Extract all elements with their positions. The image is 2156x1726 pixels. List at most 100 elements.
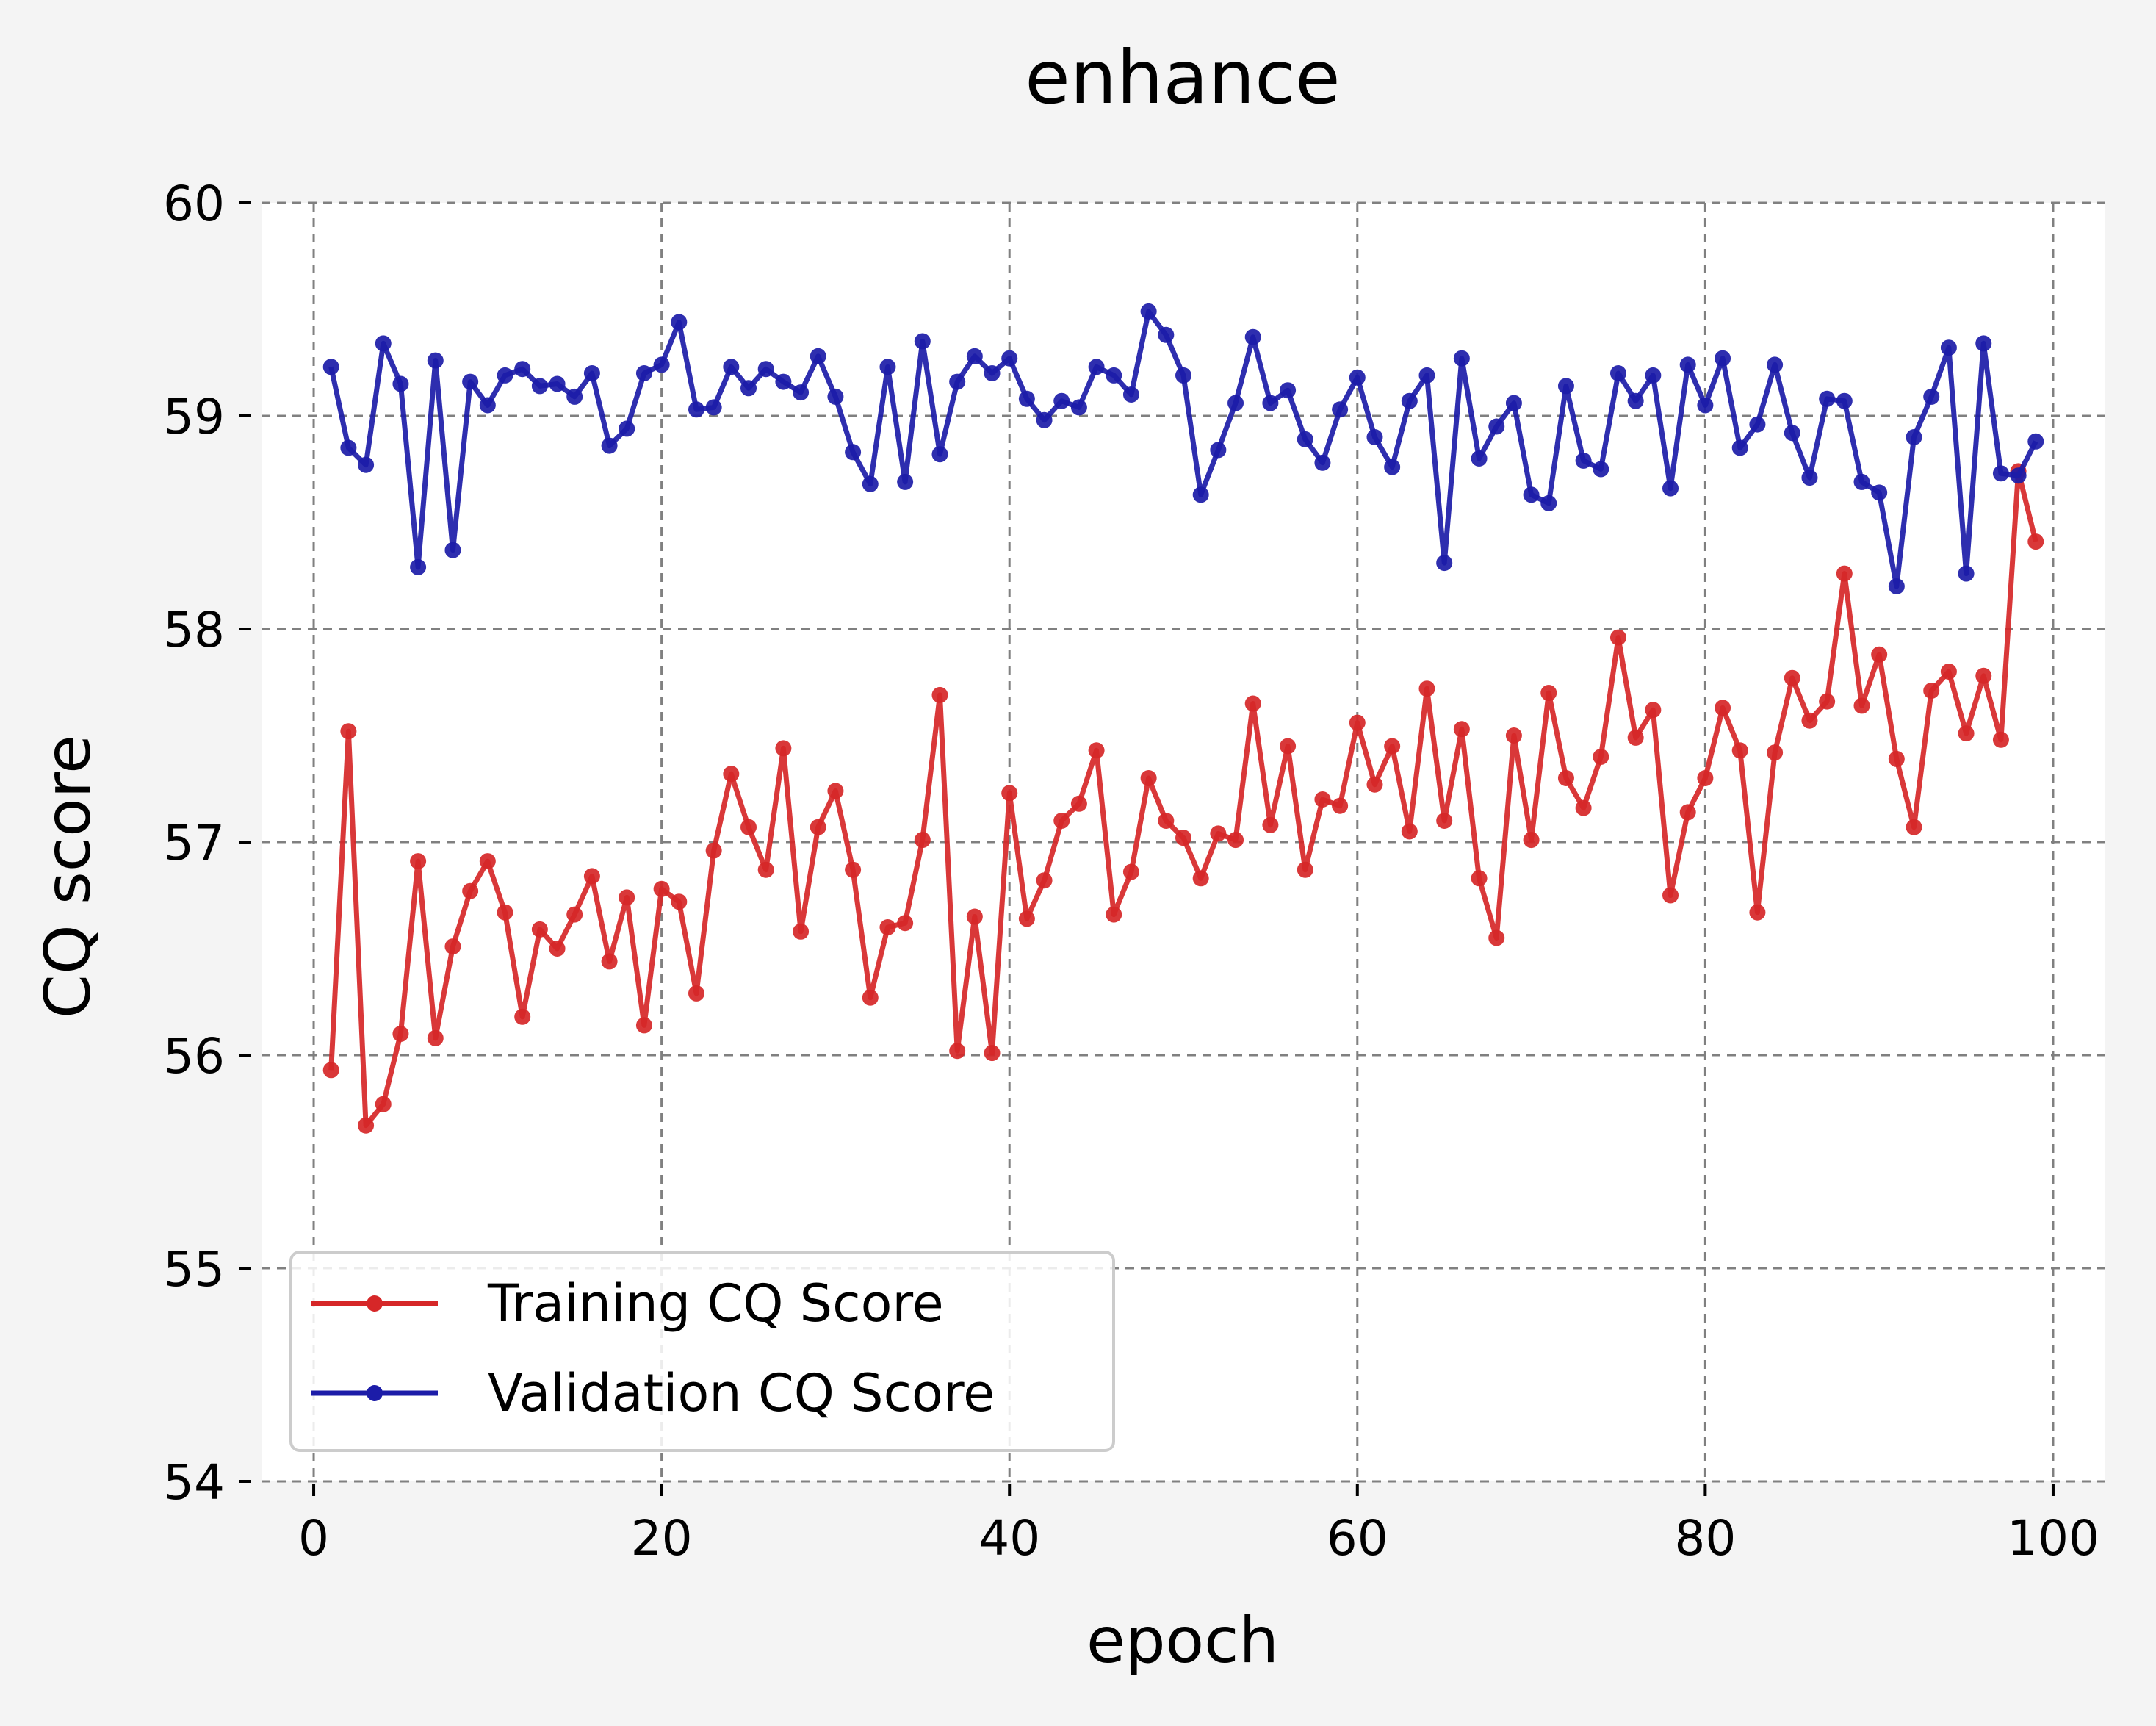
data-point <box>619 420 635 437</box>
data-point <box>705 399 722 416</box>
data-point <box>1888 750 1905 767</box>
data-point <box>619 889 635 906</box>
data-point <box>444 938 461 955</box>
data-point <box>1609 629 1626 646</box>
data-point <box>1175 830 1191 846</box>
data-point <box>1557 378 1574 395</box>
data-point <box>845 444 862 461</box>
data-point <box>775 740 792 757</box>
data-point <box>671 314 688 331</box>
data-point <box>793 923 810 940</box>
data-point <box>514 1008 531 1025</box>
data-point <box>827 783 844 799</box>
y-tick-label: 54 <box>163 1454 225 1511</box>
data-point <box>497 367 513 384</box>
data-point <box>966 348 983 364</box>
data-point <box>462 882 479 899</box>
y-tick-label: 59 <box>163 389 225 445</box>
data-point <box>1940 339 1957 356</box>
data-point <box>949 1043 966 1060</box>
data-point <box>1210 442 1227 459</box>
data-point <box>1923 683 1940 700</box>
data-point <box>1992 731 2009 748</box>
data-point <box>566 906 583 923</box>
data-point <box>897 473 914 490</box>
y-tick-label: 55 <box>163 1241 225 1298</box>
data-point <box>1679 804 1696 821</box>
data-point <box>2027 533 2044 550</box>
data-point <box>1488 418 1505 435</box>
data-point <box>1297 431 1313 447</box>
data-point <box>1784 669 1800 686</box>
data-point <box>879 359 896 375</box>
data-point <box>1471 870 1488 887</box>
data-point <box>1627 729 1644 746</box>
y-tick-label: 58 <box>163 602 225 658</box>
data-point <box>1158 813 1175 829</box>
data-point <box>1593 749 1609 765</box>
data-point <box>1505 727 1522 744</box>
data-point <box>723 359 740 375</box>
chart-title: enhance <box>1025 35 1340 121</box>
data-point <box>1401 823 1418 840</box>
data-point <box>1244 695 1261 712</box>
x-tick-label: 0 <box>298 1510 329 1567</box>
data-point <box>340 723 357 740</box>
data-point <box>1819 390 1836 407</box>
x-tick-label: 20 <box>631 1510 693 1567</box>
data-point <box>1575 452 1592 469</box>
data-point <box>1540 685 1557 701</box>
data-point <box>1192 486 1209 503</box>
data-point <box>671 893 688 910</box>
data-point <box>1923 388 1940 405</box>
data-point <box>984 365 1001 381</box>
data-point <box>1053 813 1070 829</box>
y-tick-label: 57 <box>163 815 225 871</box>
data-point <box>862 989 879 1006</box>
data-point <box>1349 714 1366 731</box>
data-point <box>1036 872 1053 889</box>
data-point <box>1767 744 1784 761</box>
data-point <box>653 880 670 897</box>
data-point <box>1140 770 1157 786</box>
data-point <box>1122 863 1139 880</box>
data-point <box>1662 480 1679 497</box>
data-point <box>1906 819 1922 835</box>
data-point <box>1645 702 1662 719</box>
data-point <box>1940 664 1957 680</box>
data-point <box>1697 770 1714 786</box>
data-point <box>879 919 896 935</box>
data-point <box>1975 667 1992 684</box>
data-point <box>358 1117 375 1134</box>
data-point <box>1227 832 1244 849</box>
data-point <box>427 1029 444 1046</box>
data-point <box>1645 367 1662 384</box>
data-point <box>1958 725 1975 742</box>
data-point <box>566 388 583 405</box>
x-tick-label: 80 <box>1674 1510 1736 1567</box>
legend-swatch-marker <box>367 1295 383 1312</box>
data-point <box>1158 326 1175 343</box>
data-point <box>462 373 479 390</box>
data-point <box>931 686 948 703</box>
data-point <box>427 352 444 369</box>
data-point <box>688 985 704 1002</box>
data-point <box>810 819 826 835</box>
data-point <box>1453 721 1470 738</box>
data-point <box>1418 367 1435 384</box>
data-point <box>688 401 704 418</box>
data-point <box>1731 742 1748 759</box>
x-tick-label: 60 <box>1327 1510 1388 1567</box>
data-point <box>1314 791 1331 808</box>
data-point <box>601 437 618 454</box>
data-point <box>1384 459 1401 475</box>
data-point <box>740 380 757 397</box>
data-point <box>914 832 931 849</box>
data-point <box>479 397 496 414</box>
data-point <box>1697 397 1714 414</box>
data-point <box>635 1017 652 1034</box>
data-point <box>931 446 948 463</box>
data-point <box>1871 646 1888 663</box>
data-point <box>757 861 774 878</box>
